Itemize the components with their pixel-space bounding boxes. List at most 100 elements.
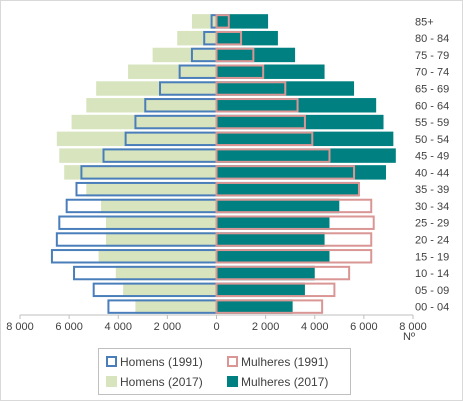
bar-mulheres-1991-25-29: [215, 215, 375, 230]
x-tick-label: 4 000: [301, 321, 329, 333]
bar-homens-2017-00-04: [135, 299, 217, 314]
bar-mulheres-2017-10-14: [216, 265, 315, 281]
bar-mulheres-2017-55-59: [216, 114, 384, 130]
bar-mulheres-1991-40-44: [215, 165, 356, 180]
bar-homens-2017-80-84: [177, 30, 217, 46]
legend-label: Homens (1991): [120, 355, 203, 369]
bar-mulheres-2017-85: [216, 14, 269, 29]
bar-mulheres-2017-45-49: [216, 148, 396, 163]
bar-mulheres-1991-75-79: [215, 47, 255, 63]
category-label: 25 - 29: [415, 218, 449, 230]
legend-item-homens-2017: Homens (2017): [106, 374, 203, 390]
x-tick-label: 8 000: [6, 321, 34, 333]
category-label: 65 - 69: [415, 84, 449, 96]
bar-mulheres-2017-05-09: [216, 282, 305, 298]
bar-mulheres-1991-15-19: [215, 249, 373, 264]
bar-mulheres-1991-55-59: [215, 114, 306, 130]
bar-homens-2017-05-09: [123, 282, 217, 298]
bar-homens-2017-15-19: [98, 249, 217, 264]
category-label: 70 - 74: [415, 67, 449, 79]
legend-label: Mulheres (1991): [241, 355, 329, 369]
bar-homens-2017-55-59: [71, 114, 217, 130]
bar-homens-2017-60-64: [86, 98, 217, 113]
category-axis: 00 - 04 05 - 09 10 - 14 15 - 19 20 - 24 25 - …: [415, 16, 449, 313]
category-label: 75 - 79: [415, 50, 449, 62]
bar-mulheres-1991-85: [215, 14, 230, 29]
x-tick-label: 4 000: [104, 321, 132, 333]
bar-homens-2017-10-14: [115, 265, 217, 281]
bar-mulheres-1991-35-39: [215, 181, 360, 197]
bar-mulheres-1991-45-49: [215, 148, 331, 163]
x-axis: 8 000 6 000 4 000 2 000 0 2 000 4 000 6 000 8 00…: [6, 314, 427, 333]
bar-homens-2017-40-44: [64, 165, 217, 180]
bar-mulheres-2017-70-74: [216, 64, 325, 79]
bar-mulheres-1991-80-84: [215, 30, 243, 46]
bar-mulheres-1991-30-34: [215, 198, 373, 214]
bar-homens-2017-30-34: [101, 198, 217, 214]
legend-item-mulheres-2017: Mulheres (2017): [227, 374, 328, 390]
category-label: 05 - 09: [415, 285, 449, 297]
x-axis-unit-label: Nº: [403, 331, 415, 343]
bar-mulheres-1991-20-24: [215, 232, 373, 247]
bar-homens-2017-65-69: [96, 81, 217, 96]
bar-mulheres-1991-10-14: [215, 265, 351, 281]
bar-mulheres-1991-50-54: [215, 131, 314, 147]
bar-homens-2017-75-79: [152, 47, 217, 63]
legend-label: Homens (2017): [120, 375, 203, 389]
category-label: 10 - 14: [415, 268, 449, 280]
legend-label: Mulheres (2017): [241, 375, 329, 389]
bar-mulheres-1991-65-69: [215, 81, 287, 96]
category-label: 20 - 24: [415, 235, 449, 247]
category-label: 80 - 84: [415, 33, 449, 45]
bar-mulheres-1991-05-09: [215, 282, 336, 298]
population-pyramid-chart: 8 000 6 000 4 000 2 000 0 2 000 4 000 6 000 8 00…: [6, 14, 449, 343]
bar-homens-2017-45-49: [59, 148, 217, 163]
bar-mulheres-2017-25-29: [216, 215, 330, 230]
category-label: 45 - 49: [415, 151, 449, 163]
legend: Homens (1991) Mulheres (1991) Homens (20…: [98, 348, 351, 395]
bar-mulheres-2017-50-54: [216, 131, 394, 147]
bar-mulheres-2017-40-44: [216, 165, 386, 180]
bar-mulheres-2017-15-19: [216, 249, 330, 264]
bar-homens-2017-50-54: [56, 131, 217, 147]
bar-homens-2017-85: [191, 14, 217, 29]
x-tick-label: 6 000: [350, 321, 378, 333]
bar-mulheres-2017-00-04: [216, 299, 293, 314]
legend-swatch-homens-2017: [106, 376, 117, 387]
bar-homens-2017-35-39: [86, 181, 217, 197]
legend-swatch-homens-1991: [106, 356, 117, 367]
category-label: 30 - 34: [415, 201, 449, 213]
bar-homens-2017-70-74: [128, 64, 217, 79]
bar-mulheres-2017-35-39: [216, 181, 359, 197]
category-label: 50 - 54: [415, 134, 449, 146]
x-tick-label: 2 000: [252, 321, 280, 333]
category-label: 35 - 39: [415, 184, 449, 196]
category-label: 85+: [415, 16, 434, 28]
bar-mulheres-2017-60-64: [216, 98, 377, 113]
bar-mulheres-1991-70-74: [215, 64, 265, 79]
bar-mulheres-1991-00-04: [215, 299, 324, 314]
legend-swatch-mulheres-1991: [227, 356, 238, 367]
bar-mulheres-2017-20-24: [216, 232, 325, 247]
legend-item-homens-1991: Homens (1991): [106, 354, 203, 370]
bar-mulheres-1991-60-64: [215, 98, 299, 113]
category-label: 55 - 59: [415, 117, 449, 129]
bar-mulheres-2017-80-84: [216, 30, 278, 46]
category-label: 60 - 64: [415, 100, 449, 112]
bar-homens-2017-25-29: [105, 215, 217, 230]
bar-mulheres-2017-75-79: [216, 47, 296, 63]
bar-mulheres-2017-30-34: [216, 198, 340, 214]
category-label: 15 - 19: [415, 251, 449, 263]
bar-homens-2017-20-24: [105, 232, 217, 247]
legend-swatch-mulheres-2017: [227, 376, 238, 387]
x-tick-label: 0: [213, 321, 219, 333]
outline-bars-group: [50, 14, 375, 314]
category-label: 00 - 04: [415, 302, 449, 314]
x-tick-label: 6 000: [55, 321, 83, 333]
category-label: 40 - 44: [415, 167, 449, 179]
x-tick-label: 2 000: [154, 321, 182, 333]
filled-bars-group: [56, 14, 396, 314]
x-tick-label: 8 000: [399, 321, 427, 333]
legend-item-mulheres-1991: Mulheres (1991): [227, 354, 328, 370]
